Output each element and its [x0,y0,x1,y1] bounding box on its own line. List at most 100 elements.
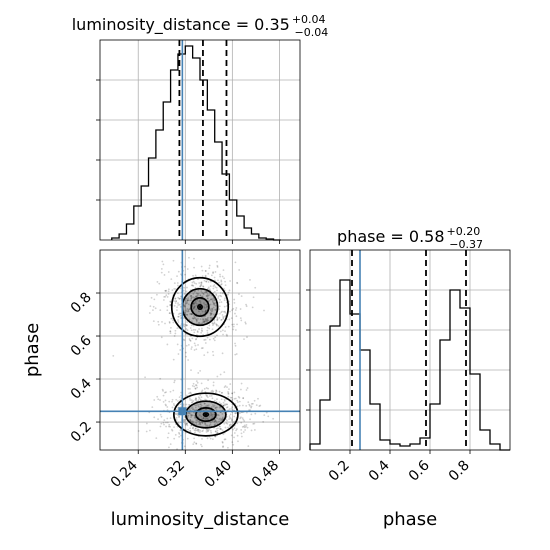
posterior-2d-sample [250,429,253,432]
posterior-2d-sample [190,299,193,302]
posterior-2d-sample [195,419,197,421]
posterior-2d-sample [251,402,254,405]
posterior-2d-sample [222,291,224,294]
posterior-2d-sample [211,404,214,406]
posterior-2d-sample [209,312,212,315]
posterior-2d-sample [235,315,238,318]
phase-marginal-x-tick-label-1: 0.4 [366,457,393,484]
posterior-2d-sample [187,414,190,417]
posterior-2d-sample [219,330,222,333]
phase-marginal-x-tick-label-0: 0.2 [326,458,353,485]
phase-title: phase = 0.58 +0.20 −0.37 [337,225,483,251]
posterior-2d-sample [235,353,238,355]
posterior-2d-sample [201,310,204,313]
posterior-2d-sample [213,399,216,402]
posterior-2d-sample [165,425,167,428]
posterior-2d-sample [246,387,249,389]
posterior-2d-sample [212,381,215,384]
posterior-2d-sample [246,426,249,429]
posterior-2d-sample [227,426,229,429]
posterior-2d-sample [213,420,216,423]
posterior-2d-y-tick-label-2: 0.6 [68,332,95,359]
posterior-2d-sample [185,403,188,406]
posterior-2d-sample [166,296,169,298]
posterior-2d-sample [206,430,209,433]
posterior-2d-sample [190,320,193,323]
posterior-2d-sample [171,406,174,409]
posterior-2d-sample [224,426,227,429]
posterior-2d-sample [153,399,156,401]
posterior-2d-sample [190,348,193,350]
posterior-2d-sample [200,283,202,286]
posterior-2d-sample [203,354,206,356]
posterior-2d-sample [244,322,247,325]
posterior-2d-sample [191,317,194,319]
posterior-2d-sample [228,423,231,426]
phase-marginal-histogram [309,279,510,451]
posterior-2d-sample [212,303,215,306]
posterior-2d-sample [194,406,197,409]
posterior-2d-sample [212,306,215,309]
posterior-2d-sample [224,297,226,300]
posterior-2d-sample [200,284,203,287]
posterior-2d-sample [236,422,239,425]
posterior-2d-sample [239,308,242,310]
luminosity-distance-marginal-histogram [111,45,281,241]
posterior-2d-sample [160,336,163,339]
posterior-2d-sample [214,309,217,311]
posterior-2d-sample [206,404,208,407]
posterior-2d-sample [212,384,215,387]
posterior-2d-sample [207,379,210,382]
posterior-2d-sample [197,294,199,297]
posterior-2d-sample [241,426,244,428]
posterior-2d-sample [221,429,224,432]
posterior-2d-sample [222,310,225,313]
posterior-2d-sample [236,405,239,408]
posterior-2d-sample [247,445,250,448]
posterior-2d-sample [175,398,178,401]
posterior-2d-sample [190,369,192,372]
posterior-2d-sample [189,299,192,302]
posterior-2d-sample [203,320,206,323]
posterior-2d-sample [194,344,197,347]
posterior-2d-sample [177,321,180,323]
posterior-2d-sample [174,412,177,415]
posterior-2d-sample [267,415,270,418]
posterior-2d-sample [184,273,186,276]
posterior-2d-sample [200,281,203,284]
posterior-2d-sample [252,423,255,425]
posterior-2d-sample [178,435,181,438]
posterior-2d-sample [231,406,233,409]
posterior-2d-sample [189,313,191,315]
posterior-2d-sample [210,394,213,397]
posterior-2d-sample [178,297,181,300]
posterior-2d-sample [208,294,211,296]
posterior-2d-sample [162,394,165,397]
posterior-2d-sample [185,301,188,303]
posterior-2d-sample [177,302,179,305]
posterior-2d-sample [213,302,216,305]
posterior-2d-sample [216,417,218,420]
posterior-2d-sample [178,396,181,399]
posterior-2d-sample [212,287,215,290]
posterior-2d-sample [166,406,169,408]
posterior-2d-sample [182,289,185,292]
posterior-2d-sample [210,298,213,301]
posterior-2d-sample [208,415,211,418]
posterior-2d-sample [183,325,186,328]
posterior-2d-sample [224,385,227,387]
posterior-2d-sample [145,422,148,425]
posterior-2d-sample [225,333,228,336]
posterior-2d-sample [211,438,214,440]
posterior-2d-sample [209,395,211,397]
posterior-2d-sample [176,282,179,284]
posterior-2d-sample [216,398,218,401]
posterior-2d-sample [223,398,226,401]
posterior-2d-sample [154,307,157,310]
posterior-2d-sample [231,323,234,326]
posterior-2d-sample [265,411,268,414]
posterior-2d-sample [185,328,188,330]
posterior-2d-sample [250,406,252,409]
posterior-2d-sample [230,434,233,437]
posterior-2d-sample [191,337,194,340]
